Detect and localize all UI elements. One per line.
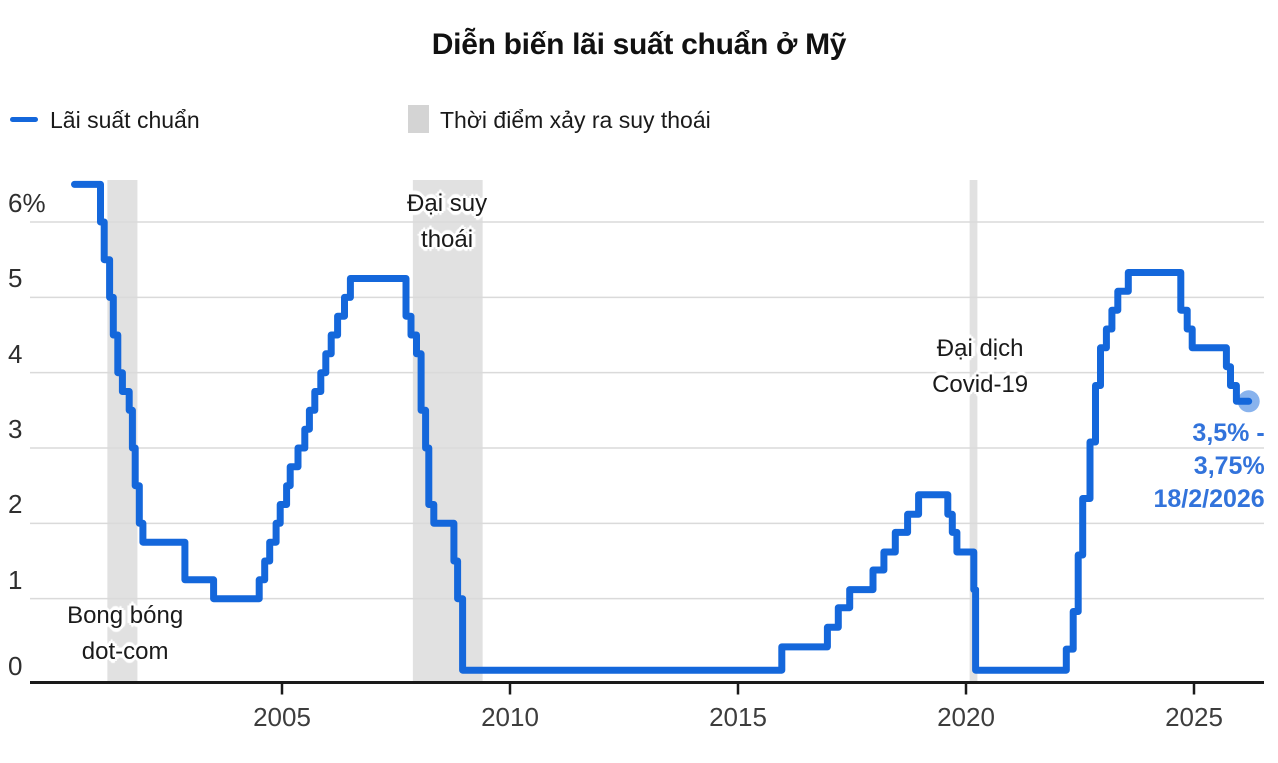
legend-rate-label: Lãi suất chuẩn — [50, 107, 200, 133]
y-axis-tick-label-2: 2 — [8, 489, 23, 520]
rate-line — [71, 180, 1253, 674]
y-axis-tick-label-0: 0 — [8, 651, 23, 681]
annotation-covid: Đại dịch Covid-19 — [932, 335, 1029, 399]
legend-line-swatch — [10, 117, 38, 122]
legend-recession-label: Thời điểm xảy ra suy thoái — [440, 107, 711, 133]
y-axis-tick-label-6%: 6% — [8, 188, 46, 219]
x-axis-tick-label-2015: 2015 — [709, 702, 767, 732]
rate-end-dot — [1237, 390, 1260, 413]
end-rate-label: 3,5% -3,75% 18/2/2026 — [1153, 418, 1265, 513]
x-axis-tick-label-2020: 2020 — [937, 702, 995, 732]
x-axis-tick-label-2025: 2025 — [1165, 702, 1223, 732]
y-axis-tick-label-5: 5 — [8, 263, 23, 294]
annotation-great-recession: Đại suy thoái — [407, 190, 488, 254]
annotation-dotcom: Bong bóng dot-com — [67, 602, 184, 666]
y-axis-tick-label-4: 4 — [8, 338, 23, 369]
y-axis-tick-label-3: 3 — [8, 414, 23, 444]
legend-recession-swatch — [408, 105, 429, 133]
x-axis-tick-label-2010: 2010 — [481, 702, 539, 732]
chart-title: Diễn biến lãi suất chuẩn ở Mỹ — [431, 28, 847, 61]
y-axis-tick-label-1: 1 — [8, 564, 23, 595]
x-axis-tick-label-2005: 2005 — [253, 702, 311, 732]
recession-band-covid — [969, 180, 978, 683]
